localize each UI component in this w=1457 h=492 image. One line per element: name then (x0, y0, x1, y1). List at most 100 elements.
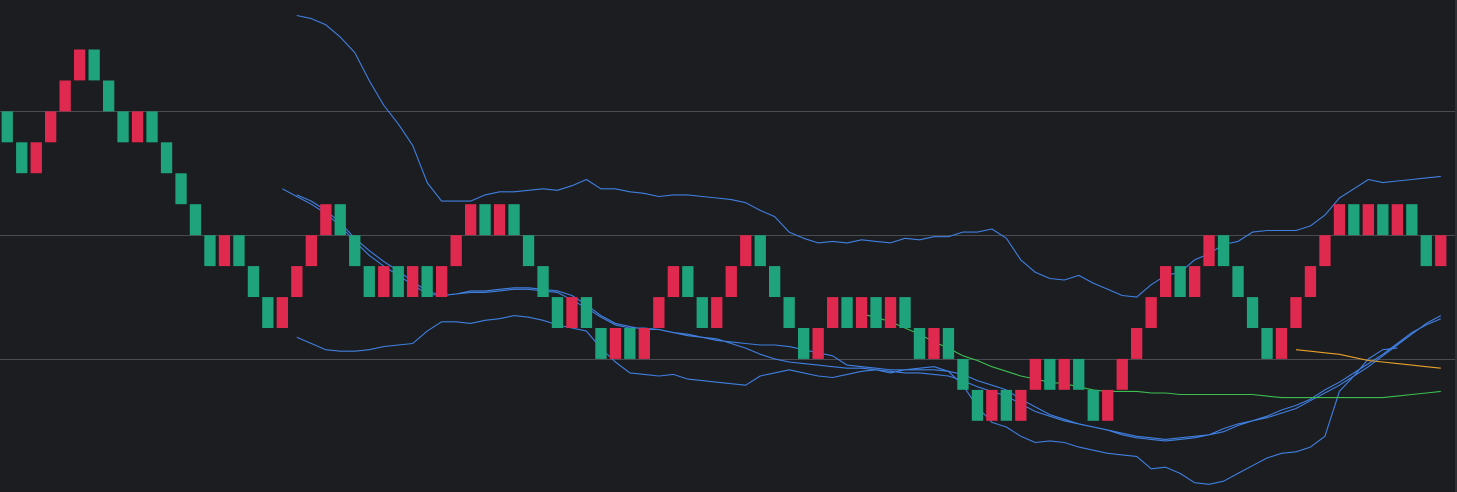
right-edge-divider (1455, 0, 1457, 492)
renko-brick-up (1377, 204, 1389, 236)
renko-brick-down (1391, 204, 1403, 236)
renko-brick-down (1029, 358, 1041, 390)
renko-brick-down (1058, 358, 1070, 390)
renko-brick-down (131, 111, 144, 143)
renko-brick-up (262, 297, 274, 328)
renko-brick-down (1333, 204, 1346, 236)
renko-brick-down (59, 80, 71, 112)
renko-brick-down (1275, 328, 1288, 359)
renko-brick-up (957, 358, 969, 390)
renko-brick-down (1362, 204, 1374, 236)
renko-brick-up (1261, 328, 1273, 359)
renko-brick-down (667, 266, 679, 297)
renko-brick-up (1232, 266, 1244, 297)
renko-brick-up (682, 266, 694, 297)
renko-brick-up (870, 297, 882, 328)
renko-brick-up (942, 328, 955, 359)
renko-brick-down (653, 297, 665, 328)
renko-brick-down (276, 297, 288, 328)
renko-brick-up (1174, 266, 1186, 297)
bollinger-lower-line (296, 315, 1398, 485)
renko-brick-up (88, 49, 100, 81)
renko-brick-down (465, 204, 477, 236)
renko-brick-up (175, 173, 187, 205)
renko-brick-down (740, 235, 752, 267)
renko-brick-up (1420, 235, 1432, 267)
renko-brick-down (638, 328, 650, 359)
renko-brick-down (827, 297, 839, 328)
renko-brick-down (609, 328, 622, 359)
renko-brick-up (1217, 235, 1230, 267)
renko-brick-down (1290, 297, 1302, 328)
renko-brick-up (696, 297, 708, 328)
renko-brick-up (16, 142, 28, 174)
renko-brick-up (146, 111, 158, 143)
renko-brick-up (160, 142, 173, 174)
renko-brick-down (1160, 266, 1172, 297)
renko-brick-up (204, 235, 216, 267)
bollinger-upper-line (296, 14, 1441, 298)
renko-brick-up (1073, 358, 1085, 390)
renko-brick-up (189, 204, 202, 236)
renko-brick-up (537, 266, 549, 297)
renko-brick-up (1087, 389, 1099, 421)
renko-brick-down (566, 297, 578, 328)
renko-brick-up (1406, 204, 1418, 236)
renko-brick-down (986, 389, 998, 421)
renko-brick-up (1044, 358, 1056, 390)
renko-brick-down (450, 235, 462, 267)
renko-brick-down (305, 235, 317, 267)
renko-brick-down (30, 142, 42, 174)
indicator-lines (282, 14, 1442, 485)
renko-brick-down (1131, 328, 1143, 359)
renko-brick-up (913, 328, 926, 359)
renko-brick-down (1145, 297, 1157, 328)
renko-brick-down (407, 266, 419, 297)
renko-brick-down (711, 297, 723, 328)
renko-brick-up (580, 297, 593, 328)
renko-brick-up (1348, 204, 1360, 236)
ma-orange-line (1295, 349, 1441, 369)
renko-brick-up (334, 204, 346, 236)
renko-brick-up (841, 297, 853, 328)
renko-brick-up (595, 328, 607, 359)
renko-brick-down (855, 297, 868, 328)
renko-brick-down (928, 328, 940, 359)
ma-blue-line (296, 194, 1442, 442)
renko-brick-up (421, 266, 433, 297)
renko-brick-down (1203, 235, 1215, 267)
renko-brick-down (218, 235, 231, 267)
renko-brick-up (363, 266, 375, 297)
renko-brick-down (725, 266, 737, 297)
renko-brick-up (551, 297, 564, 328)
renko-brick-up (247, 266, 260, 297)
renko-brick-up (769, 266, 781, 297)
renko-brick-down (812, 328, 824, 359)
renko-brick-up (117, 111, 129, 143)
renko-brick-up (479, 204, 491, 236)
ma-green-line (861, 313, 1441, 399)
renko-brick-up (392, 266, 404, 297)
renko-brick-up (624, 328, 636, 359)
renko-brick-up (103, 80, 115, 112)
renko-brick-down (1116, 358, 1128, 390)
renko-brick-down (1189, 266, 1201, 297)
renko-brick-up (1, 111, 13, 143)
renko-brick-down (1102, 389, 1114, 421)
renko-brick-up (798, 328, 810, 359)
renko-brick-down (436, 266, 448, 297)
renko-brick-down (884, 297, 897, 328)
renko-brick-down (378, 266, 390, 297)
renko-brick-down (1319, 235, 1331, 267)
renko-brick-down (74, 49, 86, 81)
renko-brick-up (783, 297, 795, 328)
renko-bricks (1, 49, 1447, 421)
renko-brick-down (291, 266, 303, 297)
renko-brick-down (493, 204, 506, 236)
renko-brick-up (1246, 297, 1259, 328)
renko-brick-up (1000, 389, 1012, 421)
renko-brick-down (320, 204, 332, 236)
